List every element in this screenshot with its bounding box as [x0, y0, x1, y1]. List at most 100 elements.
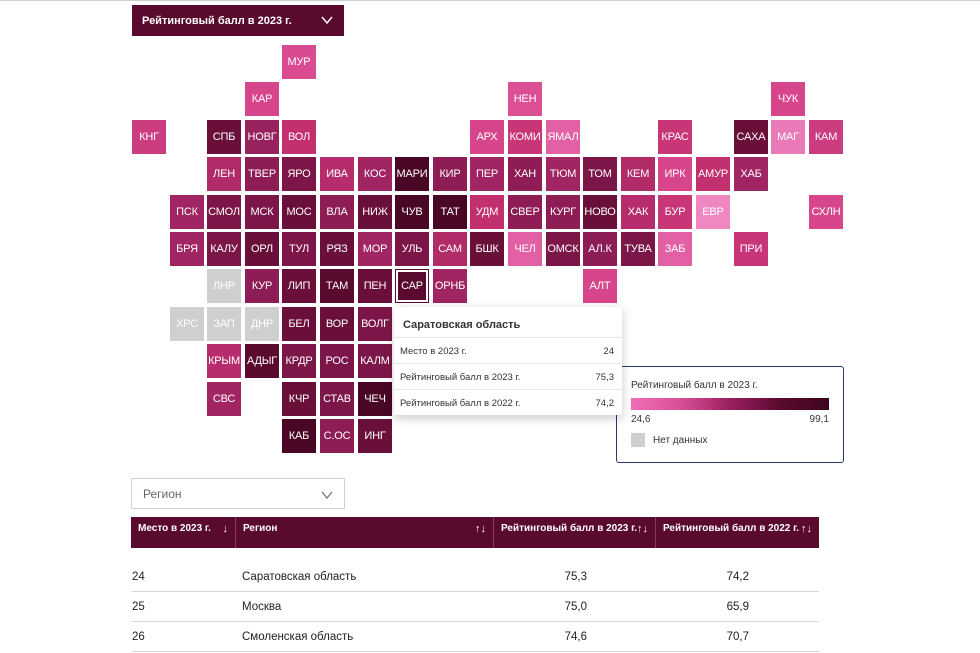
table-row[interactable]: 26 Смоленская область 74,6 70,7	[131, 622, 819, 652]
region-tile[interactable]: АРХ	[470, 120, 504, 154]
region-tile[interactable]: СМОЛ	[207, 195, 241, 229]
region-tile[interactable]: МОС	[282, 195, 316, 229]
region-tile[interactable]: ЕВР	[696, 195, 730, 229]
region-tile[interactable]: МАГ	[771, 120, 805, 154]
region-tile[interactable]: АДЫГ	[245, 344, 279, 378]
region-tile[interactable]: ЛНР	[207, 269, 241, 303]
table-row[interactable]: 25 Москва 75,0 65,9	[131, 592, 819, 622]
table-row[interactable]: 24 Саратовская область 75,3 74,2	[131, 562, 819, 592]
region-tile[interactable]: СВС	[207, 382, 241, 416]
region-tile[interactable]: НИЖ	[358, 195, 392, 229]
region-tile[interactable]: АЛТ	[583, 269, 617, 303]
region-tile[interactable]: ТАТ	[433, 195, 467, 229]
region-tile[interactable]: ЛИП	[282, 269, 316, 303]
region-tile[interactable]: КАБ	[282, 419, 316, 453]
region-tile[interactable]: ОМСК	[546, 232, 580, 266]
region-tile[interactable]: САР	[395, 269, 429, 303]
cell-region: Смоленская область	[242, 631, 354, 643]
region-tile[interactable]: ИВА	[320, 157, 354, 191]
region-tile[interactable]: ТАМ	[320, 269, 354, 303]
region-tile[interactable]: ЯМАЛ	[546, 120, 580, 154]
region-tile[interactable]: УЛЬ	[395, 232, 429, 266]
region-tile[interactable]: ПЕН	[358, 269, 392, 303]
region-tile[interactable]: КАЛМ	[358, 344, 392, 378]
region-tile[interactable]: КНГ	[132, 120, 166, 154]
region-tile[interactable]: ТВЕР	[245, 157, 279, 191]
region-tile[interactable]: ТУВА	[621, 232, 655, 266]
legend-max: 99,1	[809, 414, 829, 425]
region-tile[interactable]: ЧЕЧ	[358, 382, 392, 416]
region-tile[interactable]: АЛ.К	[583, 232, 617, 266]
region-tile[interactable]: БУР	[658, 195, 692, 229]
region-tile[interactable]: НОВО	[583, 195, 617, 229]
region-tile[interactable]: КУРГ	[546, 195, 580, 229]
region-tile[interactable]: ОРЛ	[245, 232, 279, 266]
region-tile[interactable]: ВОЛ	[282, 120, 316, 154]
region-tile[interactable]: КАР	[245, 82, 279, 116]
region-tile[interactable]: КРДР	[282, 344, 316, 378]
region-tile[interactable]: КРАС	[658, 120, 692, 154]
region-tile[interactable]: МСК	[245, 195, 279, 229]
region-tile[interactable]: ПРИ	[734, 232, 768, 266]
region-tile[interactable]: СХЛН	[809, 195, 843, 229]
region-tile[interactable]: РЯЗ	[320, 232, 354, 266]
region-tile[interactable]: ХАК	[621, 195, 655, 229]
region-tile[interactable]: КАЛУ	[207, 232, 241, 266]
region-tile[interactable]: КЕМ	[621, 157, 655, 191]
region-tile[interactable]: НЕН	[508, 82, 542, 116]
region-tile[interactable]: КЧР	[282, 382, 316, 416]
region-tile[interactable]: ТУЛ	[282, 232, 316, 266]
region-tile[interactable]: УДМ	[470, 195, 504, 229]
region-tile[interactable]: САМ	[433, 232, 467, 266]
region-tile[interactable]: БРЯ	[170, 232, 204, 266]
region-tile[interactable]: ВОР	[320, 307, 354, 341]
region-tile[interactable]: КИР	[433, 157, 467, 191]
region-tile[interactable]: БШК	[470, 232, 504, 266]
region-tile[interactable]: САХА	[734, 120, 768, 154]
column-header-region[interactable]: Регион ↑↓	[236, 517, 494, 548]
ranking-table: Место в 2023 г. ↓ Регион ↑↓ Рейтинговый …	[131, 517, 819, 652]
region-tile[interactable]: АМУР	[696, 157, 730, 191]
region-tile[interactable]: ИНГ	[358, 419, 392, 453]
region-tile[interactable]: ЗАП	[207, 307, 241, 341]
region-tile[interactable]: ТЮМ	[546, 157, 580, 191]
region-tile[interactable]: МАРИ	[395, 157, 429, 191]
region-tile[interactable]: ЧУК	[771, 82, 805, 116]
column-header-score-2023[interactable]: Рейтинговый балл в 2023 г. ↑↓	[494, 517, 656, 548]
region-tile[interactable]: ТОМ	[583, 157, 617, 191]
region-tile[interactable]: ХАБ	[734, 157, 768, 191]
region-tile[interactable]: МОР	[358, 232, 392, 266]
region-tile[interactable]: ВОЛГ	[358, 307, 392, 341]
region-select[interactable]: Регион	[131, 478, 345, 509]
column-header-score-2022[interactable]: Рейтинговый балл в 2022 г. ↑↓	[656, 517, 819, 548]
region-tile[interactable]: КАМ	[809, 120, 843, 154]
region-tile[interactable]: ИРК	[658, 157, 692, 191]
region-tile[interactable]: ЧУВ	[395, 195, 429, 229]
metric-select[interactable]: Рейтинговый балл в 2023 г.	[132, 5, 344, 36]
region-tile[interactable]: РОС	[320, 344, 354, 378]
region-tile[interactable]: С.ОС	[320, 419, 354, 453]
region-tile[interactable]: ДНР	[245, 307, 279, 341]
region-tile[interactable]: ОРНБ	[433, 269, 467, 303]
region-tile[interactable]: КУР	[245, 269, 279, 303]
region-tile[interactable]: МУР	[282, 45, 316, 79]
region-tile[interactable]: ПЕР	[470, 157, 504, 191]
region-tile[interactable]: СПБ	[207, 120, 241, 154]
region-tile[interactable]: КОС	[358, 157, 392, 191]
region-select-placeholder: Регион	[143, 486, 182, 501]
region-tile[interactable]: СВЕР	[508, 195, 542, 229]
region-tile[interactable]: СТАВ	[320, 382, 354, 416]
region-tile[interactable]: ХРС	[170, 307, 204, 341]
region-tile[interactable]: ВЛА	[320, 195, 354, 229]
column-header-place[interactable]: Место в 2023 г. ↓	[131, 517, 236, 548]
region-tile[interactable]: КРЫМ	[207, 344, 241, 378]
region-tile[interactable]: БЕЛ	[282, 307, 316, 341]
region-tile[interactable]: НОВГ	[245, 120, 279, 154]
region-tile[interactable]: ПСК	[170, 195, 204, 229]
region-tile[interactable]: ЛЕН	[207, 157, 241, 191]
region-tile[interactable]: ЗАБ	[658, 232, 692, 266]
region-tile[interactable]: ЯРО	[282, 157, 316, 191]
region-tile[interactable]: ЧЕЛ	[508, 232, 542, 266]
region-tile[interactable]: ХАН	[508, 157, 542, 191]
region-tile[interactable]: КОМИ	[508, 120, 542, 154]
